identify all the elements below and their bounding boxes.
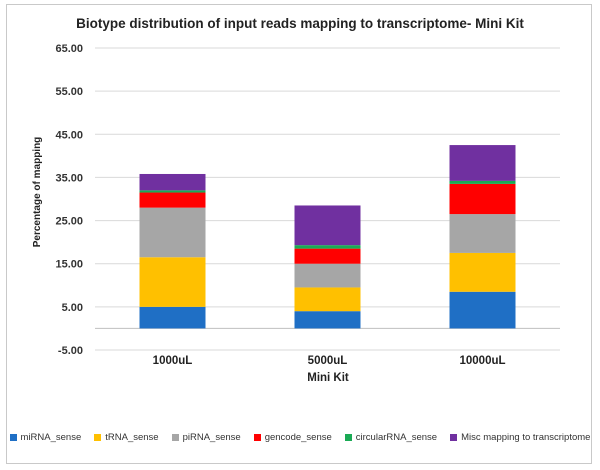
x-axis-title: Mini Kit: [307, 372, 349, 384]
bar-segment-pirna-sense: [449, 214, 516, 253]
legend-swatch: [9, 434, 17, 441]
legend-item: Misc mapping to transcriptome: [450, 432, 590, 443]
legend-item: tRNA_sense: [94, 432, 159, 443]
legend-swatch: [94, 434, 102, 441]
legend-label: gencode_sense: [264, 432, 332, 443]
bar-segment-pirna-sense: [139, 207, 206, 258]
chart-title: Biotype distribution of input reads mapp…: [76, 16, 524, 31]
bar-segment-circularrna-sense: [294, 245, 361, 249]
x-tick-label: 5000uL: [308, 355, 348, 367]
bar-segment-mirna-sense: [139, 306, 206, 329]
legend-swatch: [253, 434, 261, 441]
bar-segment-gencode-sense: [449, 183, 516, 215]
bar-segment-misc-mapping-to-transcriptome: [294, 205, 361, 246]
legend-label: miRNA_sense: [20, 432, 82, 443]
legend-label: circularRNA_sense: [355, 432, 438, 443]
y-tick-labels: 65.00 55.00 45.00 35.00 25.00 15.00 5.00 -5.00: [55, 43, 83, 357]
legend-label: tRNA_sense: [105, 432, 159, 443]
y-tick-label: 5.00: [62, 302, 83, 314]
y-tick-label: 15.00: [55, 259, 83, 271]
bar-segment-circularrna-sense: [139, 190, 206, 193]
legend-swatch: [450, 434, 458, 441]
bar-segment-trna-sense: [294, 287, 361, 312]
legend-item: circularRNA_sense: [344, 432, 438, 443]
bar-segment-mirna-sense: [294, 311, 361, 329]
bar-segment-trna-sense: [139, 257, 206, 307]
y-tick-label: 65.00: [55, 43, 83, 55]
bar-segment-gencode-sense: [139, 192, 206, 208]
legend: miRNA_sense tRNA_sense piRNA_sense gencode_…: [0, 432, 600, 443]
bars: [139, 145, 516, 329]
bar-segment-circularrna-sense: [449, 180, 516, 184]
legend-item: gencode_sense: [253, 432, 332, 443]
bar-segment-misc-mapping-to-transcriptome: [449, 145, 516, 181]
y-tick-label: 35.00: [55, 172, 83, 184]
legend-swatch: [344, 434, 352, 441]
bar-segment-trna-sense: [449, 252, 516, 292]
y-tick-label: 55.00: [55, 86, 83, 98]
legend-label: piRNA_sense: [182, 432, 241, 443]
y-tick-label: 25.00: [55, 216, 83, 228]
legend-item: piRNA_sense: [171, 432, 241, 443]
x-tick-label: 10000uL: [459, 355, 505, 367]
legend-item: miRNA_sense: [9, 432, 82, 443]
legend-swatch: [171, 434, 179, 441]
x-tick-label: 1000uL: [153, 355, 193, 367]
bar-segment-gencode-sense: [294, 248, 361, 264]
x-tick-labels: 1000uL 5000uL 10000uL: [153, 355, 506, 367]
bar-segment-pirna-sense: [294, 263, 361, 288]
legend-label: Misc mapping to transcriptome: [461, 432, 591, 443]
bar-segment-misc-mapping-to-transcriptome: [139, 173, 206, 191]
y-tick-label: -5.00: [58, 345, 83, 357]
y-tick-label: 45.00: [55, 129, 83, 141]
bar-segment-mirna-sense: [449, 291, 516, 329]
y-axis-title: Percentage of mapping: [32, 137, 43, 248]
